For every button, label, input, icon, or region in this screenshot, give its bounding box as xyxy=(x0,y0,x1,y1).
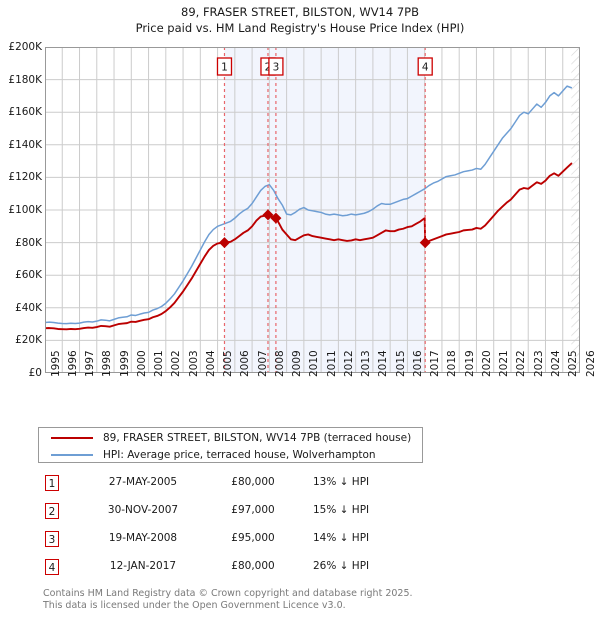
table-row: 4 12-JAN-2017 £80,000 26% ↓ HPI xyxy=(38,556,458,584)
x-axis-tick-label: 2018 xyxy=(446,350,459,377)
legend-label-hpi: HPI: Average price, terraced house, Wolv… xyxy=(103,448,376,461)
y-axis-tick-label: £180K xyxy=(8,73,42,86)
x-axis-tick-label: 2023 xyxy=(532,350,545,377)
table-row: 2 30-NOV-2007 £97,000 15% ↓ HPI xyxy=(38,500,458,528)
x-axis-tick-label: 2020 xyxy=(480,350,493,377)
x-axis-tick-label: 2002 xyxy=(170,350,183,377)
transaction-badge-1: 1 xyxy=(45,475,59,491)
y-axis-tick-label: £80K xyxy=(15,236,42,249)
x-axis-tick-label: 2003 xyxy=(187,350,200,377)
chart-badge-label-4: 4 xyxy=(422,62,429,74)
transaction-point-1[interactable] xyxy=(218,237,230,249)
plot-border xyxy=(45,47,580,373)
x-axis-tick-label: 2019 xyxy=(463,350,476,377)
chart-badge-box-3[interactable] xyxy=(268,57,284,76)
transaction-date-2: 30-NOV-2007 xyxy=(107,504,179,516)
x-axis-tick-label: 2022 xyxy=(515,350,528,377)
y-axis-tick-label: £40K xyxy=(15,301,42,314)
transaction-date-1: 27-MAY-2005 xyxy=(108,476,178,488)
y-axis-tick-label: £20K xyxy=(15,334,42,347)
legend-entry-price: 89, FRASER STREET, BILSTON, WV14 7PB (te… xyxy=(39,429,422,446)
x-axis-tick-label: 2025 xyxy=(567,350,580,377)
transaction-point-4[interactable] xyxy=(419,237,431,249)
x-axis-tick-label: 2006 xyxy=(239,350,252,377)
x-axis-tick-label: 2012 xyxy=(342,350,355,377)
x-axis-tick-label: 2021 xyxy=(498,350,511,377)
transaction-price-4: £80,000 xyxy=(231,560,275,572)
y-axis-tick-label: £160K xyxy=(8,106,42,119)
y-axis-tick-label: £100K xyxy=(8,204,42,216)
x-axis-tick-label: 2004 xyxy=(204,350,217,377)
transaction-date-4: 12-JAN-2017 xyxy=(109,560,177,572)
transaction-badge-3: 3 xyxy=(45,531,59,547)
x-axis-tick-label: 1998 xyxy=(101,350,114,377)
x-axis-tick-label: 2017 xyxy=(429,350,442,377)
transaction-date-3: 19-MAY-2008 xyxy=(108,532,178,544)
legend-swatch-hpi-line-icon xyxy=(51,453,93,456)
transaction-hpi-delta-1: 13% ↓ HPI xyxy=(313,476,370,488)
transactions-table: 1 27-MAY-2005 £80,000 13% ↓ HPI 2 30-NOV… xyxy=(38,472,458,584)
chart-badge-box-4[interactable] xyxy=(417,57,433,76)
transaction-price-1: £80,000 xyxy=(231,476,275,488)
x-axis-tick-label: 2005 xyxy=(222,350,235,377)
x-axis-tick-label: 2008 xyxy=(273,350,286,377)
property-price-line xyxy=(45,162,573,331)
x-axis-tick-label: 1995 xyxy=(49,350,62,377)
footer-attribution: Contains HM Land Registry data © Crown c… xyxy=(43,588,583,611)
footer-copyright: Contains HM Land Registry data © Crown c… xyxy=(43,588,413,599)
x-axis-tick-label: 2014 xyxy=(377,350,390,377)
chart-badge-label-2: 2 xyxy=(265,62,272,74)
x-axis-tick-label: 1996 xyxy=(66,350,79,377)
x-axis-tick-label: 2009 xyxy=(291,350,304,377)
transaction-badge-2: 2 xyxy=(45,503,59,519)
transaction-point-3[interactable] xyxy=(270,212,282,224)
chart-title-subtitle: Price paid vs. HM Land Registry's House … xyxy=(135,21,465,35)
x-axis-tick-label: 2001 xyxy=(153,350,166,377)
x-axis-tick-label: 2015 xyxy=(394,350,407,377)
chart-title-address: 89, FRASER STREET, BILSTON, WV14 7PB xyxy=(181,5,419,19)
legend-swatch-price-line-icon xyxy=(51,436,93,439)
x-axis-tick-label: 1999 xyxy=(118,350,131,377)
x-axis-tick-label: 2007 xyxy=(256,350,269,377)
x-axis-tick-label: 2013 xyxy=(360,350,373,377)
y-axis-tick-label: £0 xyxy=(28,367,42,379)
table-row: 1 27-MAY-2005 £80,000 13% ↓ HPI xyxy=(38,472,458,500)
x-axis-tick-label: 2026 xyxy=(584,350,597,377)
y-axis-tick-label: £60K xyxy=(15,269,42,282)
x-axis-tick-label: 2011 xyxy=(325,350,338,377)
x-axis-tick-label: 2024 xyxy=(549,350,562,377)
chart-badge-label-3: 3 xyxy=(273,62,280,74)
y-axis-tick-label: £120K xyxy=(8,171,42,184)
hpi-average-line xyxy=(45,85,573,325)
x-axis-tick-label: 2010 xyxy=(308,350,321,377)
chart-badge-label-1: 1 xyxy=(221,62,228,74)
chart-badge-box-1[interactable] xyxy=(216,57,233,76)
x-axis-tick-label: 2016 xyxy=(411,350,424,377)
x-axis-tick-label: 1997 xyxy=(84,350,97,377)
page-title: 89, FRASER STREET, BILSTON, WV14 7PB Pri… xyxy=(0,4,600,36)
y-axis-tick-label: £140K xyxy=(8,138,42,151)
transaction-price-2: £97,000 xyxy=(231,504,275,516)
transaction-hpi-delta-2: 15% ↓ HPI xyxy=(313,504,370,516)
transaction-badge-4: 4 xyxy=(45,559,59,575)
table-row: 3 19-MAY-2008 £95,000 14% ↓ HPI xyxy=(38,528,458,556)
footer-licence: This data is licensed under the Open Gov… xyxy=(43,599,346,611)
y-axis-tick-label: £200K xyxy=(8,41,42,53)
legend-label-price: 89, FRASER STREET, BILSTON, WV14 7PB (te… xyxy=(103,431,412,444)
transaction-hpi-delta-4: 26% ↓ HPI xyxy=(313,560,370,572)
transaction-hpi-delta-3: 14% ↓ HPI xyxy=(313,532,370,544)
transaction-point-2[interactable] xyxy=(262,209,274,221)
transaction-price-3: £95,000 xyxy=(231,532,275,544)
x-axis-tick-label: 2000 xyxy=(135,350,148,377)
chart-legend: 89, FRASER STREET, BILSTON, WV14 7PB (te… xyxy=(38,427,423,463)
legend-entry-hpi: HPI: Average price, terraced house, Wolv… xyxy=(39,446,422,463)
